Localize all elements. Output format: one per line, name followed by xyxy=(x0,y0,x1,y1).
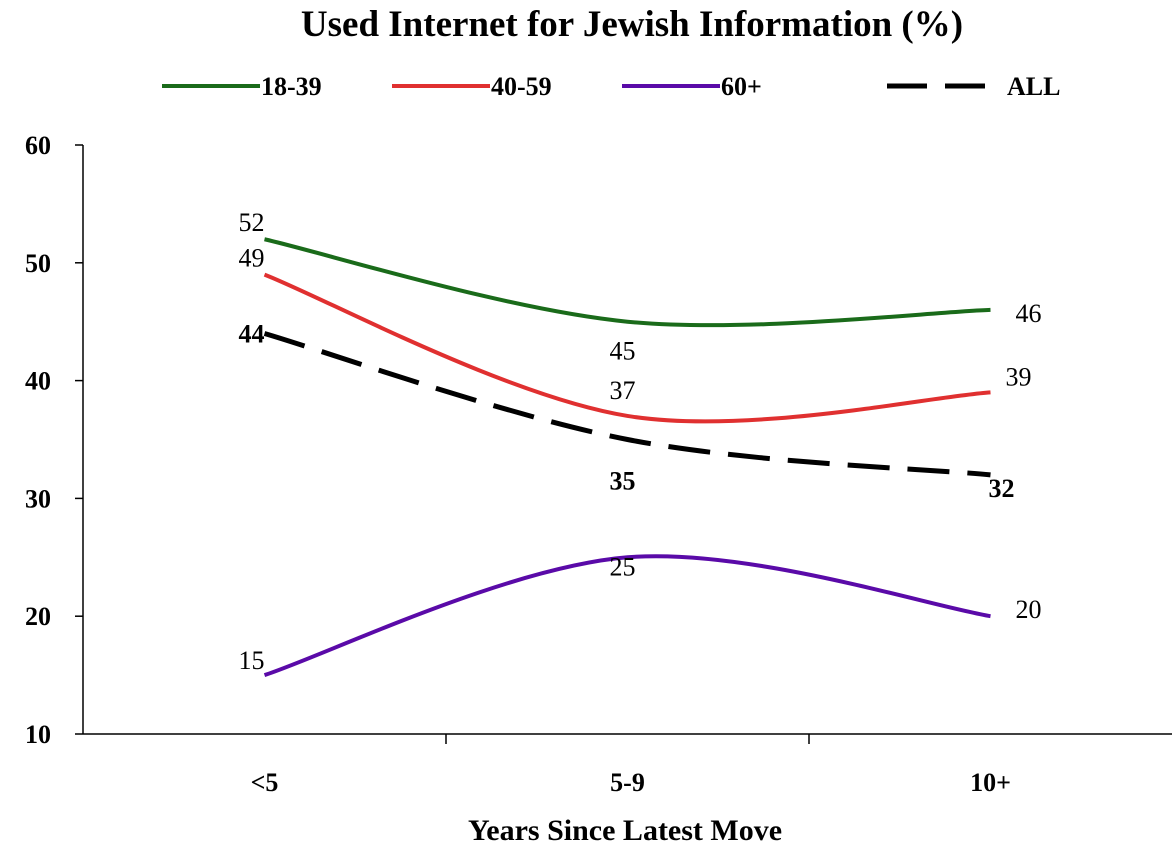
chart-title: Used Internet for Jewish Information (%) xyxy=(301,4,963,45)
y-axis-ticks: 10 20 30 40 50 60 xyxy=(25,131,83,749)
y-tick-label: 50 xyxy=(25,249,51,278)
data-label: 39 xyxy=(1006,362,1032,391)
series-line-60- xyxy=(263,554,991,678)
data-labels-layer: 52 45 46 49 37 39 15 25 20 44 35 32 xyxy=(239,208,1042,675)
legend-label: 40-59 xyxy=(491,72,552,101)
legend-label: 18-39 xyxy=(261,72,322,101)
y-tick-label: 60 xyxy=(25,131,51,160)
legend-label: ALL xyxy=(1007,72,1060,101)
data-label: 32 xyxy=(989,474,1015,503)
y-tick-label: 20 xyxy=(25,602,51,631)
data-label: 46 xyxy=(1016,299,1042,328)
x-axis-title: Years Since Latest Move xyxy=(468,814,782,847)
y-tick-label: 10 xyxy=(25,720,51,749)
data-label: 20 xyxy=(1016,595,1042,624)
y-tick-label: 30 xyxy=(25,484,51,513)
data-label: 37 xyxy=(610,376,636,405)
legend: 18-39 40-59 60+ ALL xyxy=(162,72,1060,101)
legend-label: 60+ xyxy=(721,72,762,101)
x-tick-label: <5 xyxy=(251,768,279,797)
y-tick-label: 40 xyxy=(25,367,51,396)
x-tick-label: 5-9 xyxy=(610,768,645,797)
series-layer xyxy=(263,237,991,678)
x-axis-ticks: <5 5-9 10+ xyxy=(251,734,1011,797)
data-label: 45 xyxy=(610,337,636,366)
series-line-40-59 xyxy=(263,272,991,424)
data-label: 49 xyxy=(239,244,265,273)
x-tick-label: 10+ xyxy=(970,768,1011,797)
data-label: 35 xyxy=(610,467,636,496)
data-label: 25 xyxy=(610,552,636,581)
series-line-all xyxy=(263,331,991,478)
series-line-18-39 xyxy=(264,237,991,328)
axes xyxy=(82,145,1172,735)
data-label: 52 xyxy=(239,208,265,237)
data-label: 44 xyxy=(239,319,265,348)
data-label: 15 xyxy=(239,646,265,675)
